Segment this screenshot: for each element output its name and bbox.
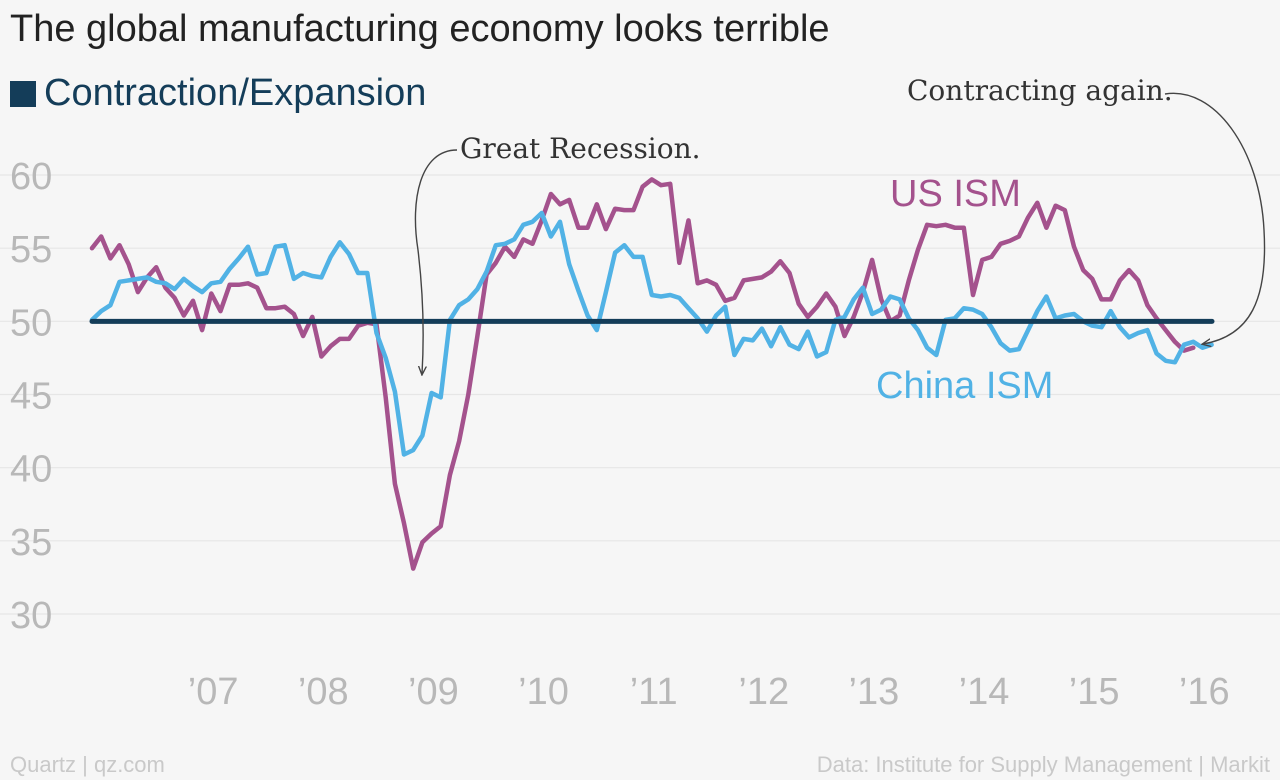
x-tick-label: ’11 bbox=[630, 671, 678, 713]
x-tick-label: ’12 bbox=[738, 671, 789, 713]
x-tick-label: ’14 bbox=[959, 671, 1010, 713]
x-tick-label: ’08 bbox=[298, 671, 349, 713]
x-tick-label: ’07 bbox=[188, 671, 239, 713]
legend-swatch bbox=[10, 80, 36, 107]
footer-source-left: Quartz | qz.com bbox=[10, 752, 165, 777]
y-tick-label: 35 bbox=[10, 522, 52, 564]
x-tick-label: ’10 bbox=[518, 671, 569, 713]
annotation-arrow-great-recession bbox=[414, 149, 458, 374]
series-label-china-ism: China ISM bbox=[876, 365, 1053, 407]
y-tick-label: 30 bbox=[10, 595, 52, 637]
series-line-china-ism bbox=[89, 210, 1214, 457]
legend-label: Contraction/Expansion bbox=[44, 72, 427, 114]
y-axis-ticks: 30 35 40 45 50 55 60 bbox=[10, 156, 52, 637]
y-tick-label: 40 bbox=[10, 449, 52, 491]
x-tick-label: ’15 bbox=[1069, 671, 1120, 713]
series-line-us-ism bbox=[89, 177, 1196, 571]
annotation-great-recession: Great Recession. bbox=[460, 132, 701, 165]
chart-title: The global manufacturing economy looks t… bbox=[10, 8, 830, 50]
y-tick-label: 50 bbox=[10, 302, 52, 344]
grid bbox=[0, 174, 1280, 615]
y-tick-label: 45 bbox=[10, 376, 52, 418]
y-tick-label: 60 bbox=[10, 156, 52, 198]
x-tick-label: ’16 bbox=[1179, 671, 1230, 713]
annotation-arrow-contracting-again bbox=[1164, 92, 1266, 344]
x-tick-label: ’09 bbox=[408, 671, 459, 713]
y-tick-label: 55 bbox=[10, 229, 52, 271]
annotation-layer: US ISM China ISM Great Recession. Contracti… bbox=[89, 74, 1266, 407]
footer-source-right: Data: Institute for Supply Management | … bbox=[816, 752, 1270, 777]
series-layer bbox=[89, 177, 1214, 571]
series-label-us-ism: US ISM bbox=[890, 173, 1021, 215]
x-tick-label: ’13 bbox=[849, 671, 900, 713]
x-axis-ticks: ’07 ’08 ’09 ’10 ’11 ’12 ’13 ’14 ’15 ’16 bbox=[188, 671, 1230, 713]
legend: Contraction/Expansion bbox=[10, 72, 426, 115]
annotation-contracting-again: Contracting again. bbox=[907, 74, 1173, 107]
